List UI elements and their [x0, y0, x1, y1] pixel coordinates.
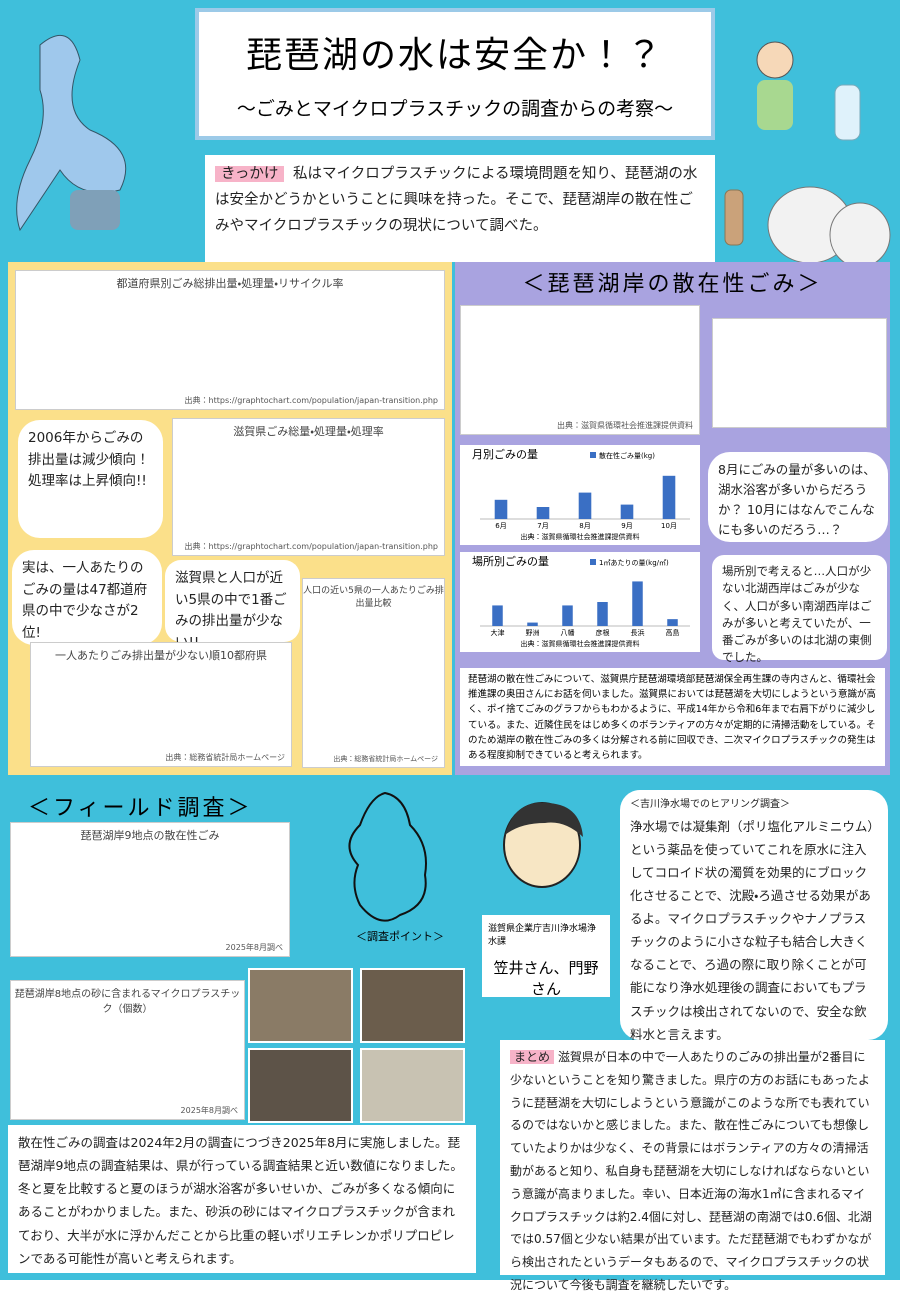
chart-placeholder: 都道府県別ごみ総排出量・処理量・リサイクル率 出典：https://grapht…: [15, 270, 445, 410]
chart-placeholder: 人口の近い5県の一人あたりごみ排出量比較 出典：総務省統計局ホームページ: [302, 578, 445, 768]
chart-title: 琵琶湖岸9地点の散在性ごみ: [80, 829, 220, 842]
note: 実は、一人あたりのごみの量は47都道府県の中で少なさが2位!: [12, 550, 162, 645]
x-tick-label: 野洲: [526, 629, 540, 637]
x-tick-label: 8月: [579, 522, 590, 530]
chart-title: 琵琶湖岸8地点の砂に含まれるマイクロプラスチック（個数）: [14, 989, 241, 1015]
title: 琵琶湖の水は安全か！？: [245, 35, 664, 76]
x-tick-label: 八幡: [561, 628, 575, 637]
bottle-illustration: [834, 84, 861, 141]
legend-label: 1㎡あたりの量(kg/㎡): [599, 559, 669, 567]
can-illustration: [70, 190, 120, 230]
chart: 月別ごみの量 散在性ごみ量(kg) 6月 7月 8月 9月 10月出典：滋賀県循環社会推進課…: [460, 445, 700, 545]
subtitle: 〜ごみとマイクロプラスチックの調査からの考察〜: [236, 98, 674, 120]
x-tick-label: 6月: [495, 522, 506, 530]
person-org: 滋賀県企業庁吉川浄水場浄水課: [488, 924, 597, 947]
bar: [632, 581, 643, 626]
chart: 場所別ごみの量 1㎡あたりの量(kg/㎡) 大津 野洲 八幡 彦根 長浜 高島出典：滋賀県循環…: [460, 552, 700, 652]
chart-placeholder: [712, 318, 887, 428]
intro-label: きっかけ: [215, 166, 285, 182]
face-illustration: [503, 802, 583, 888]
photo: [360, 1048, 465, 1123]
note: 場所別で考えると…人口が少ない北湖西岸はごみが少なく、人口が多い南湖西岸はごみが…: [712, 555, 887, 664]
note: 2006年からごみの排出量は減少傾向！処理率は上昇傾向!!: [18, 420, 163, 538]
person-illustration: [756, 41, 794, 79]
bar: [536, 507, 550, 519]
chart-title: 月別ごみの量: [472, 447, 538, 461]
conclusion-text: 滋賀県が日本の中で一人あたりのごみの排出量が2番目に少ないということを知り驚きま…: [510, 1050, 872, 1292]
survey-date: 2025年8月調べ: [180, 1106, 238, 1115]
title-box: 琵琶湖の水は安全か！？ 〜ごみとマイクロプラスチックの調査からの考察〜: [195, 8, 715, 140]
legend-swatch: [590, 559, 596, 565]
x-tick-label: 長浜: [631, 628, 645, 637]
x-tick-label: 高島: [666, 628, 680, 637]
bar: [494, 499, 508, 519]
bar: [667, 619, 678, 626]
bar: [562, 605, 573, 626]
right-heading: ＜琵琶湖岸の散在性ごみ＞: [522, 272, 823, 297]
person-card: 滋賀県企業庁吉川浄水場浄水課 笠井さん、門野さん: [482, 915, 610, 998]
conclusion-box: まとめ 滋賀県が日本の中で一人あたりのごみの排出量が2番目に少ないということを知…: [500, 1040, 885, 1292]
chart-placeholder: 琵琶湖岸9地点の散在性ごみ 2025年8月調べ: [10, 822, 290, 957]
map: ＜調査ポイント＞: [348, 791, 444, 943]
person-illustration: [757, 80, 793, 130]
x-tick-label: 9月: [621, 522, 632, 530]
field-summary: 散在性ごみの調査は2024年2月の調査につづき2025年8月に実施しました。琵琶…: [8, 1125, 476, 1273]
bottle-illustration: [724, 189, 744, 246]
chart-placeholder: 滋賀県ごみ総量・処理量・処理率 出典：https://graphtochart.…: [172, 418, 445, 556]
x-tick-label: 彦根: [596, 628, 610, 637]
bag-illustration: [829, 202, 891, 268]
chart-title: 人口の近い5県の一人あたりごみ排出量比較: [303, 586, 444, 609]
hearing-label: ＜吉川浄水場でのヒアリング調査＞: [630, 799, 790, 810]
chart-source: 出典：滋賀県循環社会推進課提供資料: [521, 532, 640, 541]
note: 滋賀県と人口が近い5県の中で1番ごみの排出量が少ない!!: [165, 560, 300, 651]
x-tick-label: 10月: [661, 522, 677, 530]
chart-source: 出典：総務省統計局ホームページ: [165, 753, 285, 762]
intro-text: 私はマイクロプラスチックによる環境問題を知り、琵琶湖の水は安全かどうかということ…: [215, 166, 698, 235]
hearing-text: 浄水場では凝集剤（ポリ塩化アルミニウム）という薬品を使っていてこれを原水に注入し…: [630, 818, 874, 1042]
bar: [492, 605, 503, 626]
chart-source: 出典：https://graphtochart.com/population/j…: [184, 542, 438, 551]
bar: [662, 475, 676, 519]
chart-source: 出典：滋賀県循環社会推進課提供資料: [521, 639, 640, 648]
chart-source: 出典：総務省統計局ホームページ: [333, 755, 438, 763]
field-heading: ＜フィールド調査＞: [28, 796, 253, 821]
photo: [360, 968, 465, 1043]
hearing-box: ＜吉川浄水場でのヒアリング調査＞ 浄水場では凝集剤（ポリ塩化アルミニウム）という…: [620, 790, 888, 1042]
chart-title: 滋賀県ごみ総量・処理量・処理率: [233, 425, 384, 438]
legend-swatch: [590, 452, 596, 458]
map-label: ＜調査ポイント＞: [356, 929, 444, 943]
chart-placeholder: 出典：滋賀県循環社会推進課提供資料: [460, 305, 700, 435]
bar: [620, 504, 634, 519]
x-tick-label: 7月: [537, 522, 548, 530]
interview-text: 琵琶湖の散在性ごみについて、滋賀県庁琵琶湖環境部琵琶湖保全再生課の寺内さんと、循…: [460, 668, 885, 766]
bar: [578, 492, 592, 519]
chart-title: 場所別ごみの量: [472, 554, 549, 568]
lake-outline: [348, 791, 427, 922]
conclusion-label: まとめ: [510, 1050, 555, 1064]
legend-label: 散在性ごみ量(kg): [599, 451, 655, 460]
bar: [527, 622, 538, 626]
x-tick-label: 大津: [491, 628, 505, 637]
photo: [248, 968, 353, 1043]
intro-box: きっかけ 私はマイクロプラスチックによる環境問題を知り、琵琶湖の水は安全かどうか…: [205, 155, 715, 262]
bar: [597, 602, 608, 626]
chart-title: 都道府県別ごみ総排出量・処理量・リサイクル率: [116, 277, 344, 290]
chart-title: 一人あたりごみ排出量が少ない順10都府県: [55, 649, 267, 662]
chart-placeholder: 一人あたりごみ排出量が少ない順10都府県 出典：総務省統計局ホームページ: [30, 642, 292, 767]
photo: [248, 1048, 353, 1123]
person-names: 笠井さん、門野さん: [493, 959, 599, 998]
chart-placeholder: 琵琶湖岸8地点の砂に含まれるマイクロプラスチック（個数） 2025年8月調べ: [10, 980, 245, 1120]
note: 8月にごみの量が多いのは、湖水浴客が多いからだろうか？ 10月にはなんでこんなに…: [708, 452, 888, 542]
survey-date: 2025年8月調べ: [225, 943, 283, 952]
chart-source: 出典：滋賀県循環社会推進課提供資料: [557, 421, 693, 430]
chart-source: 出典：https://graphtochart.com/population/j…: [184, 396, 438, 405]
